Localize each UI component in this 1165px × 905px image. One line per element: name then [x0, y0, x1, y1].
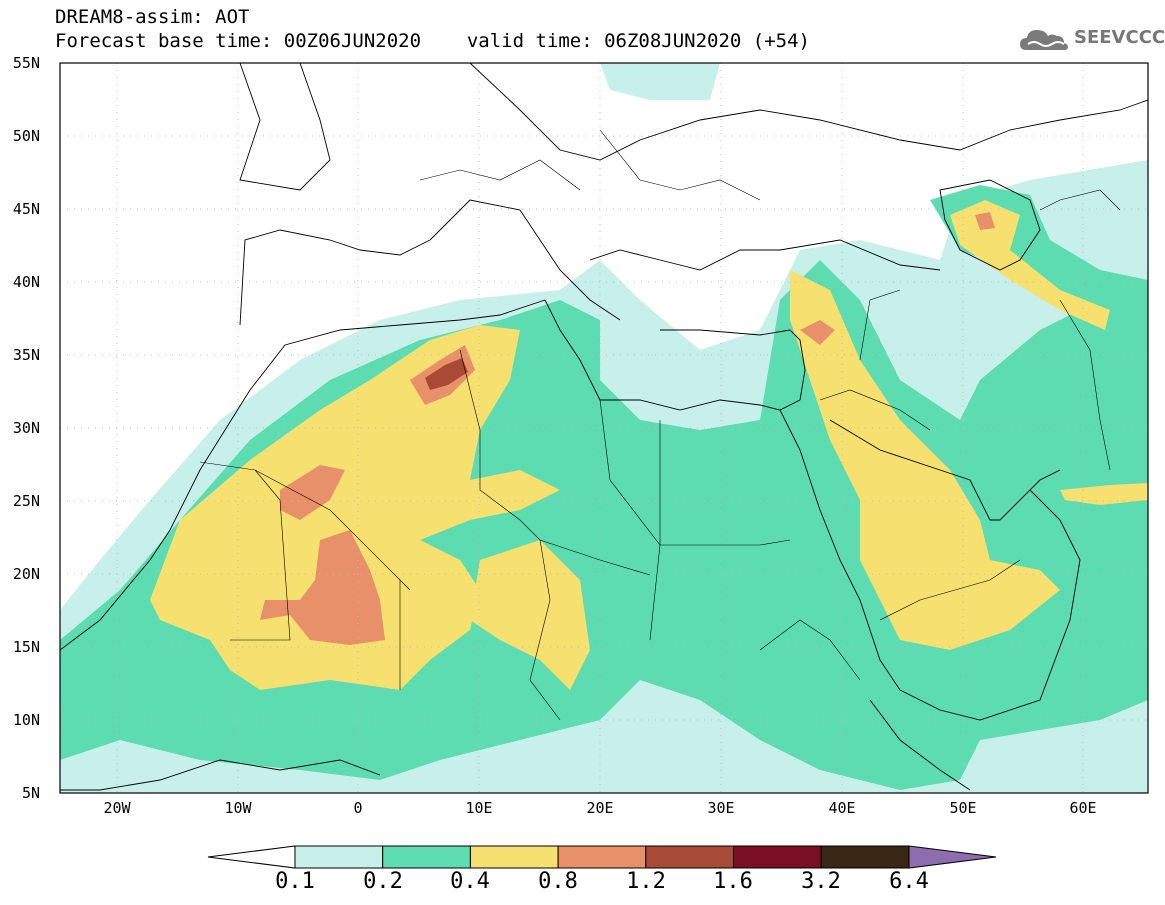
lon-tick-label: 10W — [224, 799, 252, 817]
lat-tick-label: 35N — [12, 346, 40, 364]
valid-time: valid time: 06Z08JUN2020 (+54) — [466, 30, 810, 52]
colorbar-label: 3.2 — [801, 869, 841, 894]
lat-tick-label: 40N — [12, 273, 40, 291]
graticule — [60, 63, 1148, 793]
lat-tick-label: 20N — [12, 565, 40, 583]
lat-tick-label: 15N — [12, 638, 40, 656]
colorbar-box-3.2 — [820, 845, 910, 869]
colorbar-low-triangle — [207, 845, 296, 869]
seevccc-logo: SEEVCCC — [1018, 24, 1165, 56]
aot-level-0.4-sudan — [470, 540, 590, 690]
lon-tick-label: 40E — [828, 799, 856, 817]
aot-level-0.4-caspian — [950, 200, 1110, 330]
aot-level-0.8-mali — [260, 465, 385, 645]
colorbar-label: 0.8 — [538, 869, 578, 894]
cloud-icon — [1020, 30, 1068, 50]
colorbar-box-0.1 — [294, 845, 384, 869]
colorbar-label: 1.2 — [626, 869, 666, 894]
colorbar-label: 1.6 — [713, 869, 753, 894]
coastlines — [60, 63, 1148, 791]
aot-level-0.4-iran — [1060, 483, 1148, 505]
chart-title: DREAM8-assim: AOT — [55, 6, 250, 28]
lat-tick-label: 55N — [12, 54, 40, 72]
aot-level-1.2 — [425, 358, 468, 390]
lat-tick-label: 50N — [12, 127, 40, 145]
borders — [199, 129, 1121, 721]
lat-tick-label: 25N — [12, 492, 40, 510]
logo-text: SEEVCCC — [1074, 27, 1165, 48]
aot-level-0.8-syria — [800, 320, 835, 345]
colorbar-high-triangle — [908, 845, 997, 869]
lat-tick-label: 10N — [12, 711, 40, 729]
lon-tick-label: 60E — [1069, 799, 1097, 817]
lon-tick-label: 10E — [465, 799, 493, 817]
colorbar-label: 0.2 — [363, 869, 403, 894]
colorbar-box-0.2 — [382, 845, 471, 869]
lat-tick-label: 45N — [12, 200, 40, 218]
colorbar-label: 0.4 — [450, 869, 490, 894]
lon-tick-label: 50E — [949, 799, 977, 817]
lat-tick-label: 5N — [21, 784, 40, 802]
aot-level-0.4-arabia — [790, 270, 1060, 650]
colorbar-label: 6.4 — [889, 869, 929, 894]
colorbar-box-1.6 — [733, 845, 822, 869]
colorbar-label: 0.1 — [275, 869, 315, 894]
lon-tick-label: 20W — [103, 799, 131, 817]
colorbar-box-0.8 — [557, 845, 647, 869]
colorbar-box-0.4 — [469, 845, 559, 869]
colorbar-box-1.2 — [645, 845, 734, 869]
aot-field — [60, 63, 1148, 793]
map-frame — [59, 62, 1149, 794]
lat-tick-label: 30N — [12, 419, 40, 437]
lon-tick-label: 0 — [353, 799, 363, 817]
lon-tick-label: 20E — [586, 799, 614, 817]
aot-level-0.1-north — [600, 63, 720, 100]
colorbar — [207, 845, 997, 869]
aot-level-0.4-sahara — [150, 325, 560, 690]
lon-tick-label: 30E — [707, 799, 735, 817]
chart-subtitle: Forecast base time: 00Z06JUN2020 valid t… — [55, 30, 810, 52]
base-time: Forecast base time: 00Z06JUN2020 — [55, 30, 422, 52]
aot-level-0.8-caspian — [975, 212, 995, 230]
